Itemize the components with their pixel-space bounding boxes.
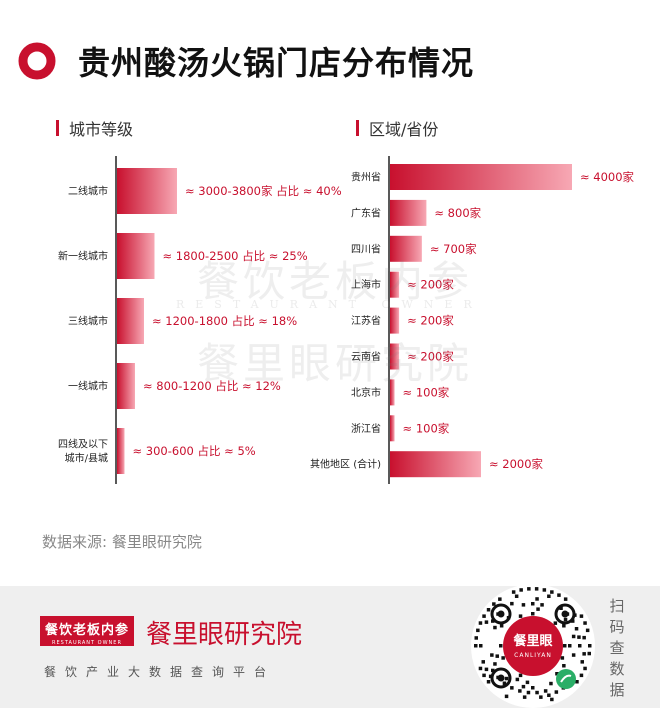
data-label-0-2: ≈ 1200-1800 占比 ≈ 18% [152, 314, 297, 328]
data-label-0-0: ≈ 3000-3800家 占比 ≈ 40% [185, 184, 342, 198]
tick-label-0-1: 新一线城市 [58, 250, 108, 263]
brand-badge-text: 餐饮老板内参 [44, 623, 129, 638]
qr-code[interactable]: 餐里眼 CANLIYAN [471, 584, 595, 708]
tick-label-1-0: 贵州省 [351, 171, 381, 184]
footer: 餐饮老板内参 RESTAURANT OWNER 餐里眼研究院 餐饮产业大数据查询… [0, 584, 660, 708]
data-label-1-6: ≈ 100家 [403, 385, 450, 399]
scan-hint: 扫码查数据 [609, 597, 625, 699]
wechat-mini-icon [556, 669, 576, 689]
data-label-1-0: ≈ 4000家 [580, 170, 635, 184]
bar-1-4 [390, 307, 400, 334]
tick-label-0-3: 一线城市 [68, 380, 108, 393]
tick-label-1-6: 北京市 [351, 386, 381, 399]
bar-1-1 [390, 199, 427, 226]
bar-1-7 [390, 415, 395, 442]
bar-1-3 [390, 271, 400, 298]
page-title: 贵州酸汤火锅门店分布情况 [78, 44, 475, 82]
data-label-1-2: ≈ 700家 [430, 242, 477, 256]
section-title-city-level: 城市等级 [56, 116, 133, 140]
data-label-1-1: ≈ 800家 [434, 206, 481, 220]
red-ring-logo-icon [18, 42, 56, 80]
tick-label-0-0: 二线城市 [68, 185, 108, 198]
section-title-text: 城市等级 [69, 120, 134, 139]
tick-label-1-7: 浙江省 [351, 422, 381, 435]
bar-0-1 [117, 233, 155, 279]
bar-1-2 [390, 235, 422, 262]
data-label-1-5: ≈ 200家 [407, 350, 454, 364]
brand-badge-sub: RESTAURANT OWNER [52, 640, 122, 646]
data-label-0-1: ≈ 1800-2500 占比 ≈ 25% [163, 249, 308, 263]
brand-slogan: 餐饮产业大数据查询平台 [44, 665, 276, 679]
bar-1-6 [390, 379, 395, 406]
bar-0-3 [117, 363, 135, 409]
section-marker [356, 120, 359, 136]
bar-0-4 [117, 428, 125, 474]
qr-center-sub: CANLIYAN [514, 652, 552, 659]
data-label-1-8: ≈ 2000家 [489, 457, 544, 471]
brand-badge-logo: 餐饮老板内参 RESTAURANT OWNER [40, 616, 134, 646]
data-label-1-3: ≈ 200家 [407, 278, 454, 292]
tick-label-0-4: 四线及以下城市/县城 [58, 438, 108, 465]
data-label-1-4: ≈ 200家 [407, 314, 454, 328]
tick-label-1-5: 云南省 [351, 350, 381, 363]
bar-0-2 [117, 298, 144, 344]
tick-label-1-8: 其他地区 (合计) [310, 458, 381, 471]
qr-center-logo: 餐里眼 CANLIYAN [503, 616, 563, 676]
tick-label-1-4: 江苏省 [351, 314, 381, 327]
bar-1-8 [390, 451, 481, 478]
bar-1-0 [390, 164, 572, 190]
data-label-1-7: ≈ 100家 [403, 421, 450, 435]
tick-label-1-3: 上海市 [351, 278, 381, 291]
bar-charts: 二线城市 ≈ 3000-3800家 占比 ≈ 40% 新一线城市 ≈ 1800-250… [58, 156, 635, 484]
bar-1-5 [390, 343, 400, 370]
data-label-0-3: ≈ 800-1200 占比 ≈ 12% [143, 379, 281, 393]
section-title-text: 区域/省份 [369, 120, 439, 139]
section-title-province: 区域/省份 [356, 116, 438, 140]
section-marker [56, 120, 59, 136]
data-label-0-4: ≈ 300-600 占比 ≈ 5% [133, 444, 256, 458]
bar-0-0 [117, 168, 177, 214]
qr-center-name: 餐里眼 [513, 634, 553, 649]
tick-label-1-2: 四川省 [351, 242, 381, 255]
data-source: 数据来源: 餐里眼研究院 [42, 533, 202, 551]
tick-label-0-2: 三线城市 [68, 315, 108, 328]
brand-name: 餐里眼研究院 [146, 620, 303, 650]
tick-label-1-1: 广东省 [351, 206, 381, 219]
header: 贵州酸汤火锅门店分布情况 [18, 38, 474, 84]
